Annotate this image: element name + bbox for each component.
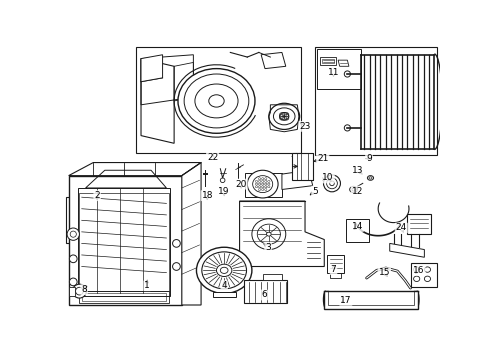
Polygon shape [182, 163, 201, 305]
Bar [136, 47, 301, 153]
Text: 18: 18 [201, 191, 213, 200]
Ellipse shape [67, 228, 79, 240]
Polygon shape [240, 201, 324, 266]
Ellipse shape [424, 276, 431, 282]
Polygon shape [69, 163, 201, 176]
Ellipse shape [269, 103, 300, 130]
Polygon shape [292, 153, 313, 180]
Ellipse shape [247, 170, 278, 198]
Text: 11: 11 [328, 68, 339, 77]
Bar [315, 47, 437, 155]
Ellipse shape [172, 263, 180, 270]
Text: 1: 1 [144, 281, 150, 290]
Text: 4: 4 [221, 281, 227, 290]
Text: 3: 3 [265, 243, 271, 252]
Polygon shape [282, 170, 313, 189]
Text: 16: 16 [413, 266, 425, 275]
Text: 9: 9 [366, 154, 372, 163]
Polygon shape [390, 243, 424, 257]
Text: 24: 24 [395, 224, 407, 233]
Text: 23: 23 [299, 122, 311, 131]
Ellipse shape [178, 69, 255, 133]
Text: 15: 15 [379, 268, 390, 277]
Polygon shape [245, 172, 282, 197]
Text: 7: 7 [331, 265, 337, 274]
Text: 8: 8 [81, 285, 87, 294]
Polygon shape [324, 291, 418, 309]
Polygon shape [69, 176, 182, 305]
Text: 17: 17 [340, 296, 352, 305]
Polygon shape [263, 274, 282, 280]
Polygon shape [213, 292, 236, 297]
Text: 14: 14 [352, 222, 363, 231]
Ellipse shape [368, 176, 373, 180]
Ellipse shape [172, 239, 180, 247]
Text: 22: 22 [207, 153, 218, 162]
Ellipse shape [323, 175, 341, 192]
Ellipse shape [70, 255, 77, 263]
Bar [317, 49, 361, 89]
Ellipse shape [414, 267, 420, 272]
Polygon shape [244, 280, 287, 303]
Ellipse shape [196, 247, 252, 293]
Ellipse shape [350, 186, 357, 193]
Text: 6: 6 [261, 291, 267, 300]
Text: 10: 10 [322, 174, 334, 183]
Polygon shape [69, 287, 75, 296]
Bar [411, 263, 438, 287]
Text: 19: 19 [219, 187, 230, 196]
Polygon shape [346, 219, 369, 242]
Text: 5: 5 [312, 186, 318, 195]
Ellipse shape [267, 232, 271, 236]
Text: 20: 20 [235, 180, 247, 189]
Ellipse shape [73, 284, 86, 298]
Ellipse shape [217, 264, 232, 276]
Polygon shape [408, 214, 431, 234]
Text: 2: 2 [94, 191, 100, 200]
Polygon shape [141, 55, 163, 82]
Polygon shape [327, 255, 344, 273]
Bar [66, 197, 134, 243]
Text: 12: 12 [352, 186, 363, 195]
Ellipse shape [414, 276, 420, 282]
Text: 21: 21 [317, 154, 328, 163]
Text: 13: 13 [352, 166, 363, 175]
Ellipse shape [424, 267, 431, 272]
Ellipse shape [70, 278, 77, 286]
